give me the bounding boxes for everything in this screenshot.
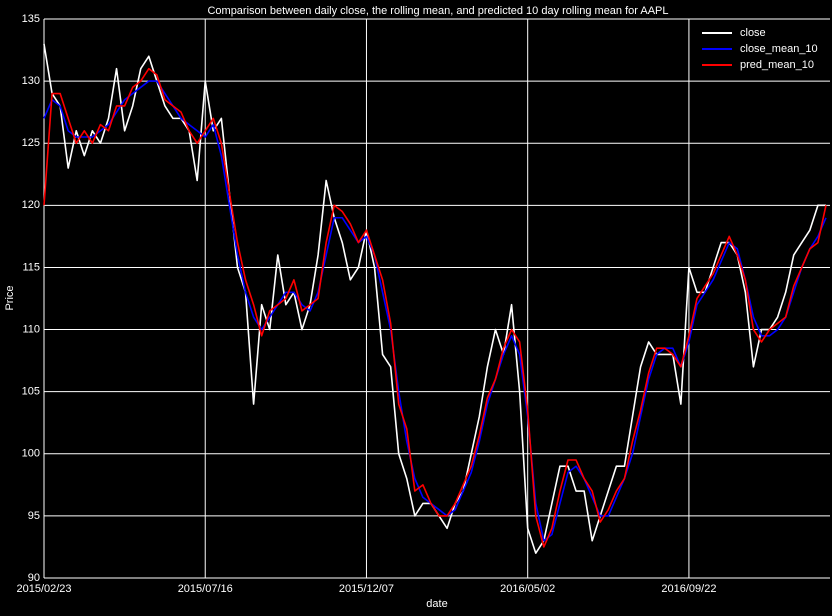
y-tick-label: 125 bbox=[22, 137, 40, 149]
y-tick-label: 115 bbox=[22, 261, 40, 273]
y-tick-label: 95 bbox=[28, 510, 40, 522]
series-line bbox=[43, 67, 827, 548]
x-tick-label: 2015/12/07 bbox=[339, 583, 394, 595]
y-tick-label: 110 bbox=[22, 323, 40, 335]
y-tick-label: 90 bbox=[28, 572, 40, 584]
x-tick-label: 2016/05/02 bbox=[500, 583, 555, 595]
legend-label: pred_mean_10 bbox=[740, 59, 814, 71]
x-axis-label: date bbox=[426, 598, 447, 610]
series-line bbox=[43, 80, 827, 542]
legend-label: close_mean_10 bbox=[740, 43, 818, 55]
legend-label: close bbox=[740, 27, 766, 39]
series-line bbox=[43, 43, 826, 554]
y-tick-label: 120 bbox=[22, 199, 40, 211]
x-tick-label: 2016/09/22 bbox=[661, 583, 716, 595]
chart-title: Comparison between daily close, the roll… bbox=[207, 5, 668, 17]
x-tick-label: 2015/02/23 bbox=[16, 583, 71, 595]
y-tick-label: 105 bbox=[22, 386, 40, 398]
y-tick-label: 100 bbox=[22, 448, 40, 460]
y-tick-label: 135 bbox=[22, 13, 40, 25]
y-tick-label: 130 bbox=[22, 75, 40, 87]
x-tick-label: 2015/07/16 bbox=[178, 583, 233, 595]
y-axis-label: Price bbox=[4, 285, 16, 310]
